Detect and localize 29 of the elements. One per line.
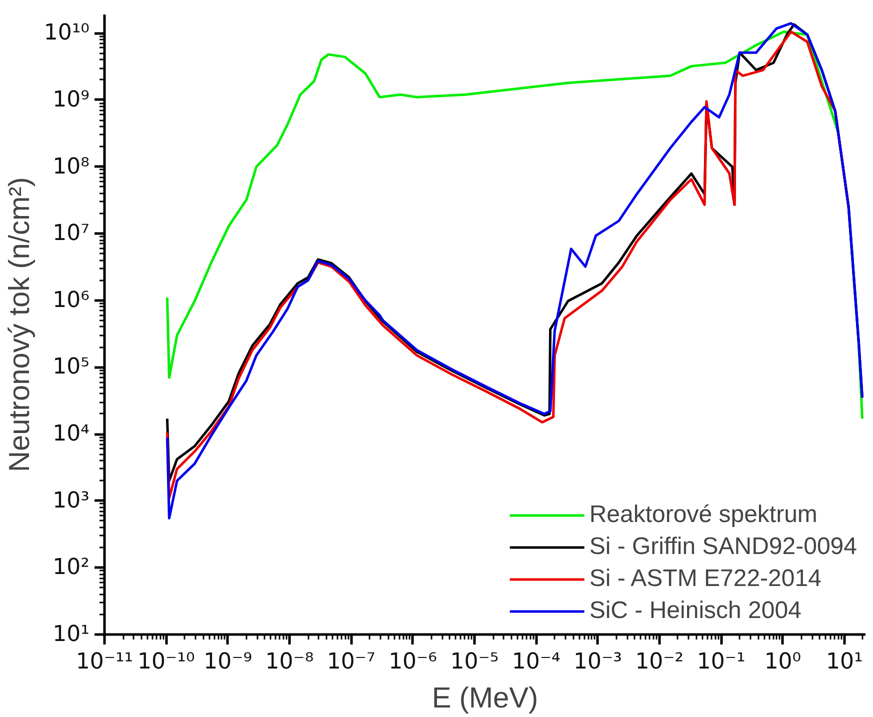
x-tick-label: 10⁰ — [764, 650, 802, 674]
x-tick-label: 10⁻⁸ — [265, 650, 314, 674]
y-tick-label: 10² — [52, 555, 90, 580]
y-tick-label: 10⁵ — [52, 354, 90, 380]
y-tick-label: 10⁷ — [52, 221, 90, 246]
y-tick-label: 10¹ — [52, 622, 90, 647]
x-tick-label: 10⁻⁹ — [204, 650, 252, 674]
y-tick-label: 10³ — [52, 488, 90, 514]
x-tick-label: 10⁻¹⁰ — [138, 650, 195, 674]
legend-label: SiC - Heinisch 2004 — [589, 596, 802, 626]
legend-label: Si - ASTM E722-2014 — [589, 564, 822, 594]
x-tick-label: 10⁻³ — [574, 650, 622, 674]
x-tick-label: 10⁻⁵ — [450, 650, 499, 674]
x-tick-label: 10⁻⁷ — [326, 650, 376, 674]
legend-label: Reaktorové spektrum — [589, 500, 818, 530]
legend-label: Si - Griffin SAND92-0094 — [589, 532, 857, 562]
x-tick-label: 10⁻² — [635, 650, 684, 674]
y-axis-title: Neutronový tok (n/cm²) — [4, 177, 36, 472]
y-tick-label: 10⁴ — [52, 422, 90, 447]
x-tick-label: 10⁻¹¹ — [76, 650, 134, 674]
y-tick-label: 10¹⁰ — [44, 20, 90, 46]
x-tick-label: 10⁻⁶ — [388, 650, 438, 674]
y-tick-label: 10⁹ — [52, 87, 90, 112]
x-axis-title: E (MeV) — [432, 682, 538, 714]
y-tick-label: 10⁶ — [52, 288, 90, 313]
x-tick-label: 10⁻¹ — [696, 650, 746, 674]
x-tick-label: 10¹ — [826, 650, 863, 674]
y-tick-label: 10⁸ — [52, 154, 90, 180]
x-tick-label: 10⁻⁴ — [512, 650, 560, 674]
